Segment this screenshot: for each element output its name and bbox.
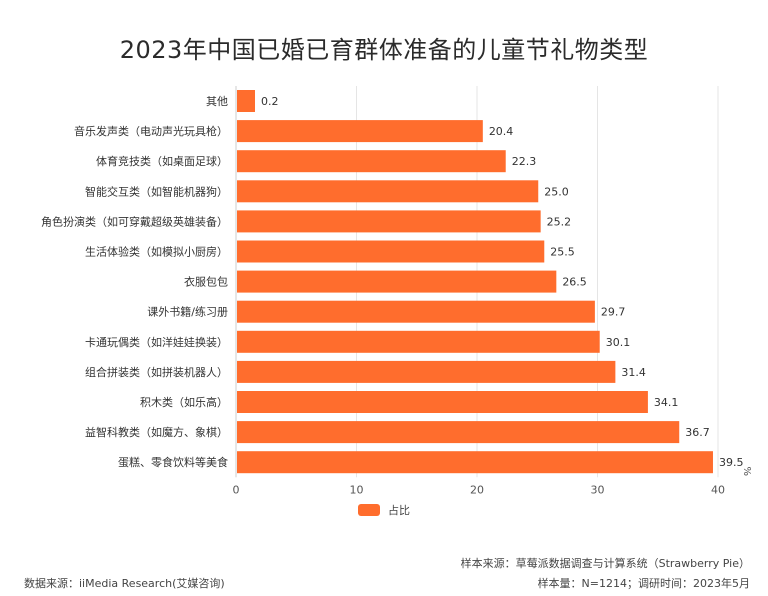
x-tick-label: 0 bbox=[233, 483, 240, 496]
x-tick-label: 30 bbox=[591, 483, 605, 496]
bar bbox=[237, 240, 545, 263]
x-tick-label: 40 bbox=[711, 483, 725, 496]
value-label: 31.4 bbox=[621, 366, 646, 379]
bar bbox=[237, 90, 255, 112]
category-label: 蛋糕、零食饮料等美食 bbox=[118, 455, 228, 469]
legend-swatch bbox=[358, 504, 380, 516]
value-label: 36.7 bbox=[685, 426, 710, 439]
category-label: 课外书籍/练习册 bbox=[147, 305, 228, 319]
bar bbox=[237, 360, 616, 383]
bar bbox=[237, 330, 600, 353]
value-label: 34.1 bbox=[654, 396, 679, 409]
value-label: 29.7 bbox=[601, 306, 626, 319]
value-label: 0.2 bbox=[261, 95, 279, 108]
value-label: 25.2 bbox=[547, 215, 572, 228]
category-label: 卡通玩偶类（如洋娃娃换装） bbox=[85, 335, 228, 349]
bar bbox=[237, 120, 483, 143]
sample-source: 样本来源：草莓派数据调查与计算系统（Strawberry Pie） bbox=[460, 557, 750, 570]
bar bbox=[237, 210, 541, 233]
category-label: 生活体验类（如模拟小厨房） bbox=[85, 245, 228, 259]
bar bbox=[237, 451, 713, 474]
category-label: 组合拼装类（如拼装机器人） bbox=[85, 365, 228, 379]
sample-size: 样本量：N=1214；调研时间：2023年5月 bbox=[537, 577, 750, 590]
category-label: 其他 bbox=[206, 95, 228, 108]
bar bbox=[237, 421, 680, 444]
x-axis-unit: % bbox=[741, 466, 752, 476]
legend-label: 占比 bbox=[388, 504, 410, 517]
bar bbox=[237, 150, 506, 173]
category-label: 积木类（如乐高） bbox=[140, 395, 228, 409]
bar bbox=[237, 391, 648, 413]
value-label: 30.1 bbox=[606, 336, 631, 349]
value-label: 20.4 bbox=[489, 125, 514, 138]
value-label: 22.3 bbox=[512, 155, 536, 168]
bar bbox=[237, 270, 557, 293]
category-label: 音乐发声类（电动声光玩具枪） bbox=[74, 124, 228, 138]
category-label: 角色扮演类（如可穿戴超级英雄装备） bbox=[41, 214, 228, 228]
value-label: 39.5 bbox=[719, 456, 744, 469]
legend: 占比 bbox=[358, 502, 410, 518]
bar bbox=[237, 180, 539, 203]
value-label: 26.5 bbox=[562, 276, 587, 289]
category-label: 益智科教类（如魔方、象棋） bbox=[85, 425, 228, 439]
x-tick-label: 20 bbox=[470, 483, 484, 496]
category-label: 智能交互类（如智能机器狗） bbox=[85, 184, 228, 198]
chart-title: 2023年中国已婚已育群体准备的儿童节礼物类型 bbox=[119, 36, 649, 64]
data-source: 数据来源：iiMedia Research(艾媒咨询) bbox=[24, 577, 225, 590]
bar bbox=[237, 300, 595, 323]
x-tick-label: 10 bbox=[350, 483, 364, 496]
value-label: 25.5 bbox=[550, 246, 575, 259]
category-label: 衣服包包 bbox=[184, 275, 228, 289]
category-label: 体育竞技类（如桌面足球） bbox=[96, 154, 228, 168]
value-label: 25.0 bbox=[544, 185, 569, 198]
